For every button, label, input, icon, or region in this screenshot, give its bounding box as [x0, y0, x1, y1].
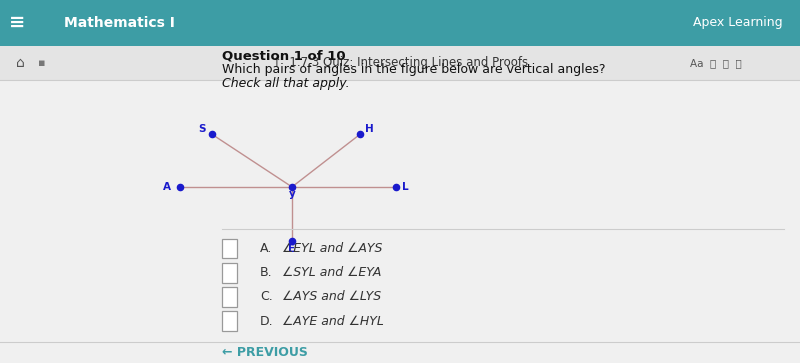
Text: ∠EYL and ∠AYS: ∠EYL and ∠AYS — [282, 242, 382, 255]
Text: Question 1 of 10: Question 1 of 10 — [222, 50, 346, 63]
FancyBboxPatch shape — [222, 239, 237, 258]
Text: ⌂: ⌂ — [16, 56, 24, 70]
Text: ∠SYL and ∠EYA: ∠SYL and ∠EYA — [282, 266, 382, 280]
Text: ↑  1.7.3 Quiz: Intersecting Lines and Proofs: ↑ 1.7.3 Quiz: Intersecting Lines and Pro… — [272, 57, 528, 69]
Text: ≡: ≡ — [10, 13, 26, 32]
Point — [354, 131, 366, 137]
Point — [286, 184, 298, 190]
Text: A.: A. — [260, 242, 272, 255]
Text: Which pairs of angles in the figure below are vertical angles?: Which pairs of angles in the figure belo… — [222, 63, 605, 76]
Text: Aa  👤  🖨  ⓘ: Aa 👤 🖨 ⓘ — [690, 58, 742, 68]
FancyBboxPatch shape — [222, 263, 237, 283]
Text: ▪: ▪ — [38, 58, 46, 68]
Text: ← PREVIOUS: ← PREVIOUS — [222, 346, 307, 359]
Text: Apex Learning: Apex Learning — [693, 16, 782, 29]
Text: A: A — [163, 182, 171, 192]
Text: B.: B. — [260, 266, 273, 280]
Bar — [0, 0, 800, 46]
Text: Check all that apply.: Check all that apply. — [222, 77, 350, 90]
FancyBboxPatch shape — [222, 311, 237, 331]
Text: S: S — [198, 123, 206, 134]
Text: ∠AYS and ∠LYS: ∠AYS and ∠LYS — [282, 290, 382, 303]
Text: y: y — [289, 189, 295, 199]
Bar — [0, 46, 800, 80]
Text: L: L — [402, 182, 409, 192]
Text: C.: C. — [260, 290, 273, 303]
Point — [390, 184, 402, 190]
Text: H: H — [366, 123, 374, 134]
Text: D.: D. — [260, 315, 274, 328]
FancyBboxPatch shape — [222, 287, 237, 307]
Text: ∠AYE and ∠HYL: ∠AYE and ∠HYL — [282, 315, 384, 328]
Point — [206, 131, 218, 137]
Point — [286, 238, 298, 244]
Text: Mathematics I: Mathematics I — [64, 16, 175, 29]
Point — [174, 184, 186, 190]
Text: E: E — [289, 244, 295, 254]
